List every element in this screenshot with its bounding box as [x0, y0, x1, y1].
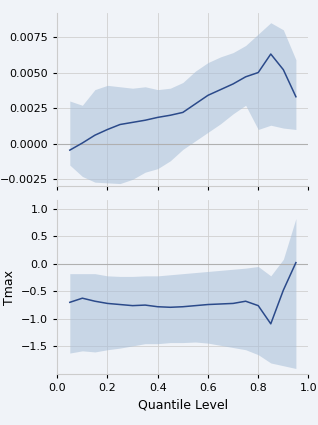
- X-axis label: Quantile Level: Quantile Level: [138, 399, 228, 411]
- Y-axis label: Tmax: Tmax: [3, 269, 16, 305]
